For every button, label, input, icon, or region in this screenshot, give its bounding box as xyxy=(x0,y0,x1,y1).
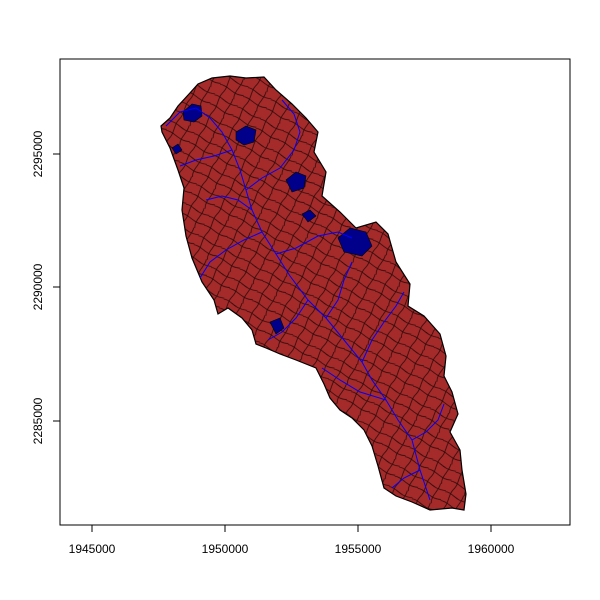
lake-3 xyxy=(285,171,307,193)
subcatchment-texture xyxy=(161,76,466,510)
stream-tributary-b xyxy=(275,231,353,255)
lake-5 xyxy=(301,209,317,223)
lake-7 xyxy=(171,143,183,155)
lake-6 xyxy=(269,317,285,335)
stream-tributary-i xyxy=(391,469,421,489)
lake-2 xyxy=(235,125,257,146)
stream-tributary-k xyxy=(325,261,353,319)
stream-tributary-j xyxy=(205,195,253,211)
stream-network xyxy=(165,99,445,501)
x-tick-label: 1945000 xyxy=(69,542,116,556)
stream-tributary-h xyxy=(411,403,445,441)
x-axis: 1945000 1950000 1955000 1960000 xyxy=(69,524,515,556)
y-tick-label: 2290000 xyxy=(31,263,45,310)
x-tick-label: 1950000 xyxy=(202,542,249,556)
y-tick-label: 2295000 xyxy=(31,130,45,177)
lakes xyxy=(171,103,373,335)
y-axis: 2295000 2290000 2285000 xyxy=(31,130,61,444)
main-stream xyxy=(165,107,431,501)
stream-tributary-a xyxy=(245,99,301,191)
x-tick-label: 1960000 xyxy=(468,542,515,556)
stream-tributary-f xyxy=(179,149,233,167)
stream-tributary-c xyxy=(267,299,309,341)
x-tick-label: 1955000 xyxy=(335,542,382,556)
lake-4 xyxy=(337,227,373,257)
stream-tributary-d xyxy=(361,291,405,363)
y-tick-label: 2285000 xyxy=(31,397,45,444)
stream-tributary-g xyxy=(199,231,263,279)
stream-tributary-e xyxy=(321,367,387,401)
